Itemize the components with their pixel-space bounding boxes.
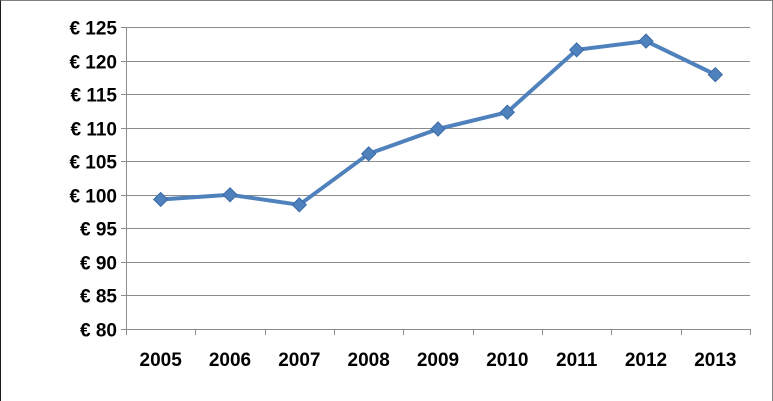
axes <box>121 27 751 335</box>
x-tick-label: 2005 <box>140 350 183 371</box>
data-point-marker <box>430 121 446 137</box>
y-tick-labels: € 80 € 85 € 90 € 95 € 100 € 105 € 110 € 115 € 12… <box>69 19 117 342</box>
data-point-marker <box>222 187 238 203</box>
x-tick-label: 2011 <box>556 350 598 371</box>
x-tick-label: 2013 <box>694 350 736 371</box>
x-tick-label: 2007 <box>278 350 320 371</box>
y-tick-label: € 90 <box>80 254 117 275</box>
y-tick-label: € 100 <box>69 187 117 208</box>
x-tick-label: 2008 <box>348 350 390 371</box>
x-tick-label: 2009 <box>417 350 459 371</box>
y-tick-label: € 85 <box>80 287 117 308</box>
series-group <box>152 33 724 213</box>
y-tick-label: € 105 <box>69 153 117 174</box>
data-point-marker <box>152 191 169 208</box>
y-tick-label: € 95 <box>80 220 117 241</box>
x-tick-labels: 2005 2006 2007 2008 2009 2010 2011 2012 2013 <box>140 350 737 371</box>
x-tick-label: 2012 <box>625 350 667 371</box>
y-tick-label: € 120 <box>69 53 117 74</box>
y-tick-label: € 110 <box>71 120 118 141</box>
y-tick-label: € 115 <box>71 86 118 107</box>
y-tick-label: € 125 <box>69 19 117 40</box>
gridlines <box>126 27 750 296</box>
y-tick-label: € 80 <box>80 321 117 342</box>
x-tick-label: 2010 <box>486 350 528 371</box>
data-point-marker <box>707 66 724 83</box>
data-point-marker <box>568 42 585 58</box>
data-point-marker <box>499 104 516 120</box>
x-tick-label: 2006 <box>209 350 251 371</box>
data-point-marker <box>638 33 654 49</box>
data-point-marker <box>291 197 308 213</box>
data-point-marker <box>360 146 377 162</box>
